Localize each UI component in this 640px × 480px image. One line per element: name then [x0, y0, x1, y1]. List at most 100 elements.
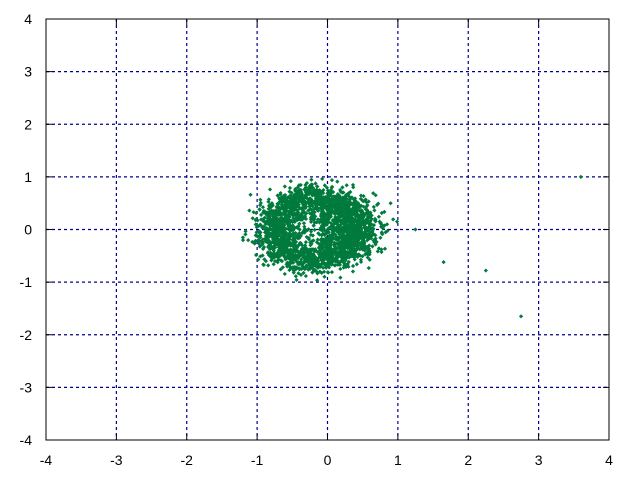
scatter-point — [309, 252, 314, 257]
scatter-point — [265, 213, 270, 219]
scatter-point — [281, 199, 287, 204]
scatter-point — [320, 176, 325, 182]
scatter-point — [266, 197, 271, 202]
scatter-point — [286, 237, 292, 242]
scatter-point — [258, 222, 263, 227]
scatter-point — [264, 226, 269, 231]
scatter-point — [319, 239, 325, 244]
scatter-point — [362, 243, 367, 248]
scatter-point — [318, 206, 324, 212]
scatter-point — [326, 191, 331, 197]
scatter-point — [370, 244, 375, 249]
scatter-point — [357, 235, 362, 240]
scatter-point — [282, 240, 287, 246]
scatter-point — [274, 235, 279, 240]
scatter-point — [298, 187, 303, 192]
scatter-point — [317, 246, 322, 251]
scatter-point — [302, 214, 308, 219]
scatter-point — [344, 224, 349, 229]
scatter-point — [305, 228, 310, 233]
scatter-point — [294, 253, 300, 258]
scatter-point — [294, 196, 299, 201]
scatter-point — [287, 263, 292, 268]
scatter-point — [347, 213, 352, 219]
scatter-point — [348, 234, 353, 239]
scatter-point — [333, 207, 338, 212]
scatter-point — [312, 210, 317, 215]
scatter-point — [354, 222, 360, 228]
scatter-point — [343, 212, 348, 217]
scatter-point — [262, 257, 267, 262]
scatter-point — [347, 244, 352, 249]
scatter-point — [341, 246, 346, 252]
scatter-point — [278, 253, 283, 258]
tick-labels: -4 -3 -2 -1 0 1 2 3 4 -4 -3 -2 -1 0 1 2 3 4 — [20, 11, 614, 468]
scatter-point — [326, 260, 331, 265]
scatter-point — [335, 237, 340, 243]
scatter-point — [288, 208, 294, 213]
scatter-point — [339, 203, 344, 208]
scatter-point — [328, 220, 334, 226]
scatter-point — [332, 200, 337, 205]
scatter-point — [326, 198, 331, 204]
scatter-point — [345, 227, 350, 232]
scatter-point — [340, 212, 345, 217]
scatter-point — [365, 246, 370, 251]
scatter-point — [279, 206, 284, 211]
scatter-point — [297, 221, 302, 226]
scatter-point — [310, 239, 315, 244]
scatter-point — [303, 245, 308, 250]
scatter-point — [363, 207, 368, 212]
scatter-point — [314, 256, 319, 261]
scatter-point — [333, 214, 338, 220]
scatter-point — [334, 211, 340, 216]
scatter-point — [298, 249, 303, 254]
scatter-point — [354, 205, 359, 210]
scatter-point — [304, 200, 309, 205]
scatter-point — [370, 227, 375, 233]
scatter-point — [322, 274, 327, 279]
y-tick-label: -4 — [20, 432, 33, 448]
scatter-point — [285, 240, 290, 245]
scatter-point — [295, 235, 300, 240]
scatter-point — [265, 221, 270, 226]
scatter-point — [305, 247, 310, 252]
scatter-point — [304, 180, 310, 186]
scatter-point — [275, 221, 281, 226]
scatter-point — [283, 226, 288, 231]
scatter-point — [355, 208, 360, 213]
scatter-point — [336, 203, 341, 208]
scatter-point — [367, 257, 372, 262]
scatter-point — [338, 253, 343, 259]
scatter-point — [332, 244, 337, 249]
scatter-point — [314, 240, 320, 245]
scatter-point — [315, 237, 320, 242]
scatter-point — [261, 245, 267, 250]
scatter-point — [362, 248, 367, 253]
scatter-point — [243, 229, 248, 234]
scatter-point — [338, 187, 343, 193]
scatter-point — [369, 222, 374, 227]
scatter-point — [253, 222, 258, 227]
scatter-point — [369, 229, 374, 234]
scatter-point — [315, 207, 320, 212]
scatter-point — [296, 196, 301, 201]
scatter-point — [297, 227, 302, 232]
scatter-point — [347, 197, 353, 202]
scatter-point — [483, 268, 488, 273]
scatter-point — [327, 253, 333, 258]
scatter-point — [294, 225, 299, 230]
scatter-point — [307, 189, 312, 194]
scatter-point — [299, 212, 304, 217]
scatter-point — [314, 203, 319, 208]
scatter-point — [240, 235, 246, 240]
scatter-point — [366, 265, 371, 271]
scatter-point — [310, 199, 316, 205]
scatter-point — [371, 238, 376, 243]
scatter-point — [363, 197, 368, 202]
scatter-point — [348, 227, 353, 232]
scatter-point — [254, 210, 259, 216]
scatter-point — [329, 178, 335, 183]
scatter-point — [362, 212, 367, 217]
scatter-point — [268, 250, 273, 255]
